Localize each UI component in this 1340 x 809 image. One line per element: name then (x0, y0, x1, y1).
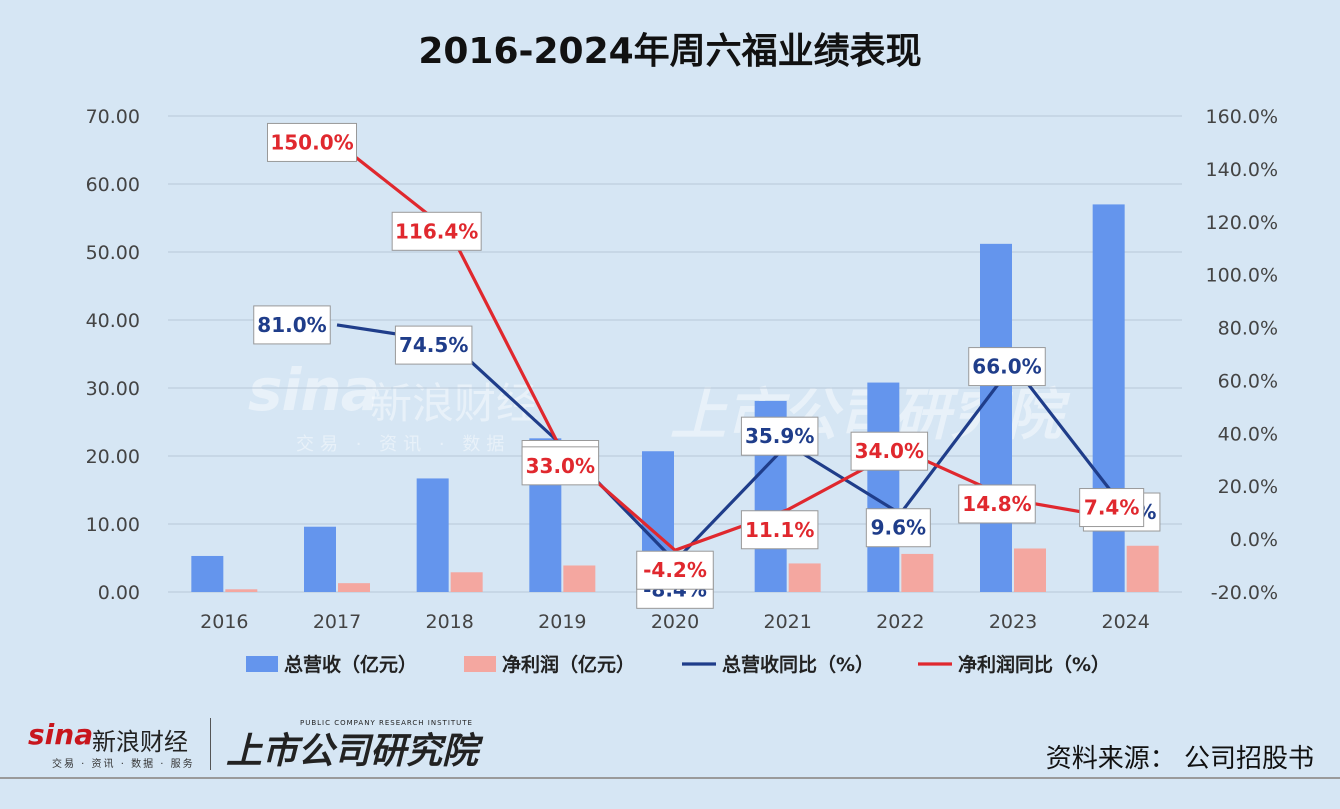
y-left-tick-label: 20.00 (86, 446, 140, 468)
profit-yoy-label-box (850, 431, 929, 471)
footer-divider (0, 777, 1340, 779)
profit-yoy-label-box (740, 510, 819, 550)
profit-yoy-data-label: 34.0% (855, 439, 924, 463)
profit-bar (563, 565, 596, 592)
profit-yoy-data-label: 14.8% (962, 492, 1031, 516)
revenue-yoy-data-label: 66.0% (972, 355, 1041, 379)
profit-yoy-data-label: 7.4% (1084, 496, 1139, 520)
profit-yoy-data-label: 11.1% (745, 518, 814, 542)
watermark-sina: sina (248, 356, 380, 424)
revenue-yoy-data-label: 74.5% (399, 333, 468, 357)
profit-bar (225, 589, 258, 592)
revenue-yoy-data-label: 81.0% (257, 313, 326, 337)
profit-bar (1126, 545, 1159, 592)
revenue-yoy-label-box (740, 416, 819, 456)
legend-swatch (246, 656, 278, 672)
profit-yoy-label-box (267, 122, 357, 162)
chart-title: 2016-2024年周六福业绩表现 (418, 31, 922, 72)
revenue-yoy-data-label: 9.6% (871, 516, 926, 540)
revenue-bar (191, 555, 224, 592)
profit-yoy-data-label: 33.0% (526, 454, 595, 478)
x-tick-label: 2019 (538, 611, 586, 633)
y-left-tick-label: 0.00 (98, 582, 140, 604)
legend-swatch (464, 656, 496, 672)
sina-logo-cn: 新浪财经 (92, 728, 188, 756)
sina-logo: sina (28, 718, 94, 751)
profit-yoy-label-box (958, 484, 1036, 524)
x-tick-label: 2023 (989, 611, 1037, 633)
legend-label: 总营收（亿元） (284, 653, 417, 676)
y-right-tick-label: 140.0% (1206, 159, 1278, 181)
revenue-bar (867, 382, 900, 592)
profit-yoy-label-box (1079, 488, 1145, 528)
y-left-tick-label: 40.00 (86, 310, 140, 332)
revenue-bar (980, 243, 1012, 592)
y-right-tick-label: 60.0% (1218, 370, 1278, 392)
profit-yoy-data-label: -4.2% (643, 558, 707, 582)
revenue-yoy-data-label: 35.9% (745, 424, 814, 448)
y-right-tick-label: 100.0% (1206, 265, 1278, 287)
y-right-tick-label: 20.0% (1218, 476, 1278, 498)
x-tick-label: 2020 (651, 611, 699, 633)
y-left-tick-label: 10.00 (86, 514, 140, 536)
watermark-sina-cn: 新浪财经 (370, 379, 539, 428)
watermark-sina-sub: 交易 · 资讯 · 数据 (296, 434, 511, 455)
revenue-bar (1092, 204, 1125, 592)
profit-bar (338, 583, 370, 592)
revenue-yoy-label-box (865, 508, 931, 548)
legend-label: 净利润（亿元） (502, 653, 635, 676)
sina-logo-sub: 交易 · 资讯 · 数据 · 服务 (52, 759, 195, 770)
y-right-tick-label: 40.0% (1218, 423, 1278, 445)
logo-divider (210, 718, 211, 770)
profit-yoy-label-box (636, 550, 714, 590)
y-left-tick-label: 60.00 (86, 174, 140, 196)
institute-logo: 上市公司研究院 (226, 731, 479, 772)
profit-yoy-data-label: 116.4% (395, 219, 478, 243)
y-left-tick-label: 30.00 (86, 378, 140, 400)
profit-bar (1014, 548, 1046, 592)
profit-bar (788, 563, 821, 592)
source-note: 资料来源： 公司招股书 (1045, 744, 1314, 774)
y-right-tick-label: -20.0% (1211, 582, 1278, 604)
x-tick-label: 2022 (876, 611, 924, 633)
y-right-tick-label: 120.0% (1206, 212, 1278, 234)
profit-bar (450, 572, 483, 592)
legend-label: 净利润同比（%） (958, 653, 1110, 676)
x-tick-label: 2016 (200, 611, 248, 633)
revenue-yoy-label-box (394, 325, 473, 365)
profit-yoy-label-box (391, 211, 482, 251)
revenue-bar (304, 526, 336, 592)
profit-yoy-label-box (521, 446, 600, 486)
legend-label: 总营收同比（%） (722, 653, 874, 676)
y-right-tick-label: 80.0% (1218, 318, 1278, 340)
revenue-bar (416, 478, 449, 592)
x-tick-label: 2021 (763, 611, 811, 633)
y-right-tick-label: 160.0% (1206, 106, 1278, 128)
y-left-tick-label: 50.00 (86, 242, 140, 264)
revenue-yoy-label-box (968, 347, 1046, 387)
x-tick-label: 2017 (313, 611, 361, 633)
institute-logo-en: PUBLIC COMPANY RESEARCH INSTITUTE (300, 719, 473, 727)
profit-yoy-data-label: 150.0% (270, 130, 353, 154)
y-left-tick-label: 70.00 (86, 106, 140, 128)
revenue-yoy-label-box (253, 305, 331, 345)
profit-bar (901, 553, 934, 592)
y-right-tick-label: 0.0% (1230, 529, 1278, 551)
x-tick-label: 2024 (1101, 611, 1149, 633)
x-tick-label: 2018 (425, 611, 473, 633)
